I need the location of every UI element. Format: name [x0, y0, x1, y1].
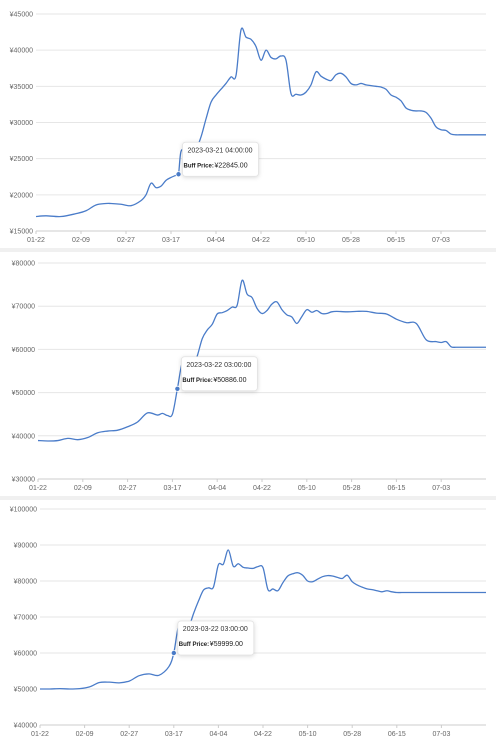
chart-svg-1: ¥15000 ¥20000 ¥25000 ¥30000 ¥35000 ¥40000 ¥450… [10, 12, 486, 244]
x-tick-label: 01-22 [27, 237, 45, 244]
x-tick-label: 05-10 [297, 237, 315, 244]
y-tick-label: ¥50000 [14, 687, 37, 694]
x-tick-label: 02-27 [117, 237, 135, 244]
tooltip-value: ¥22845.00 [215, 162, 248, 169]
tooltip-box [180, 356, 258, 392]
x-tick-label: 02-27 [120, 731, 138, 738]
y-tick-label: ¥40000 [14, 723, 37, 730]
y-tick-label: ¥90000 [14, 543, 37, 550]
x-tick-label: 02-09 [72, 237, 90, 244]
tooltip-label: Buff Price: [182, 378, 212, 384]
x-tick-label: 04-22 [253, 485, 271, 492]
x-tick-label: 01-22 [29, 485, 47, 492]
x-tick-label: 05-10 [298, 485, 316, 492]
x-tick-label: 06-15 [387, 237, 405, 244]
x-tick-label: 04-04 [207, 237, 225, 244]
tooltip-value: ¥50886.00 [213, 377, 246, 384]
tooltip-time: 2023-03-22 03:00:00 [183, 626, 248, 633]
y-tick-label: ¥15000 [10, 229, 33, 236]
x-tick-label: 02-09 [76, 731, 94, 738]
price-chart-2: ¥30000 ¥40000 ¥50000 ¥60000 ¥70000 ¥80000 01-2… [0, 252, 496, 496]
x-tick-label: 04-04 [209, 731, 227, 738]
price-line [37, 279, 486, 442]
chart-divider [0, 496, 496, 500]
y-tick-label: ¥70000 [14, 615, 37, 622]
hover-point[interactable] [175, 171, 182, 178]
hover-point[interactable] [170, 650, 177, 657]
tooltip-value: ¥59999.00 [210, 641, 243, 648]
x-tick-label: 05-28 [343, 731, 361, 738]
y-tick-label: ¥100000 [10, 507, 37, 514]
x-tick-label: 06-15 [388, 731, 406, 738]
y-tick-label: ¥20000 [10, 192, 33, 199]
y-tick-label: ¥60000 [12, 347, 35, 354]
tooltip-label: Buff Price: [184, 163, 214, 169]
chart-divider [0, 248, 496, 252]
x-tick-label: 04-04 [208, 485, 226, 492]
hover-point[interactable] [174, 385, 181, 392]
price-line [39, 549, 486, 690]
tooltip-box [182, 141, 259, 177]
y-tick-label: ¥70000 [12, 304, 35, 311]
y-tick-label: ¥30000 [10, 120, 33, 127]
x-tick-label: 01-22 [31, 731, 49, 738]
x-tick-label: 05-28 [342, 237, 360, 244]
x-tick-label: 05-28 [343, 485, 361, 492]
y-tick-label: ¥35000 [10, 84, 33, 91]
price-chart-1: ¥15000 ¥20000 ¥25000 ¥30000 ¥35000 ¥40000 ¥450… [0, 0, 496, 248]
x-tick-label: 03-17 [162, 237, 180, 244]
chart-svg-2: ¥30000 ¥40000 ¥50000 ¥60000 ¥70000 ¥80000 01-2… [12, 261, 486, 492]
x-tick-label: 04-22 [252, 237, 270, 244]
x-tick-label: 04-22 [254, 731, 272, 738]
y-tick-label: ¥45000 [10, 12, 33, 19]
x-tick-label: 06-15 [387, 485, 405, 492]
tooltip-label: Buff Price: [179, 642, 209, 648]
y-tick-label: ¥60000 [14, 651, 37, 658]
price-line [35, 27, 486, 218]
x-tick-label: 02-09 [74, 485, 92, 492]
price-chart-3: ¥40000 ¥50000 ¥60000 ¥70000 ¥80000 ¥90000 ¥100… [0, 500, 496, 748]
x-tick-label: 03-17 [163, 485, 181, 492]
x-tick-label: 03-17 [165, 731, 183, 738]
y-tick-label: ¥50000 [12, 390, 35, 397]
tooltip-box [177, 620, 255, 656]
y-tick-label: ¥80000 [12, 261, 35, 268]
x-tick-label: 02-27 [119, 485, 137, 492]
y-tick-label: ¥30000 [12, 477, 35, 484]
chart-svg-3: ¥40000 ¥50000 ¥60000 ¥70000 ¥80000 ¥90000 ¥100… [10, 507, 486, 738]
x-tick-label: 05-10 [299, 731, 317, 738]
tooltip-time: 2023-03-22 03:00:00 [186, 362, 251, 369]
y-tick-label: ¥25000 [10, 156, 33, 163]
x-tick-label: 07-03 [432, 237, 450, 244]
y-tick-label: ¥40000 [10, 48, 33, 55]
x-tick-label: 07-03 [432, 485, 450, 492]
x-tick-label: 07-03 [432, 731, 450, 738]
y-tick-label: ¥80000 [14, 579, 37, 586]
y-tick-label: ¥40000 [12, 433, 35, 440]
tooltip-time: 2023-03-21 04:00:00 [188, 147, 253, 154]
